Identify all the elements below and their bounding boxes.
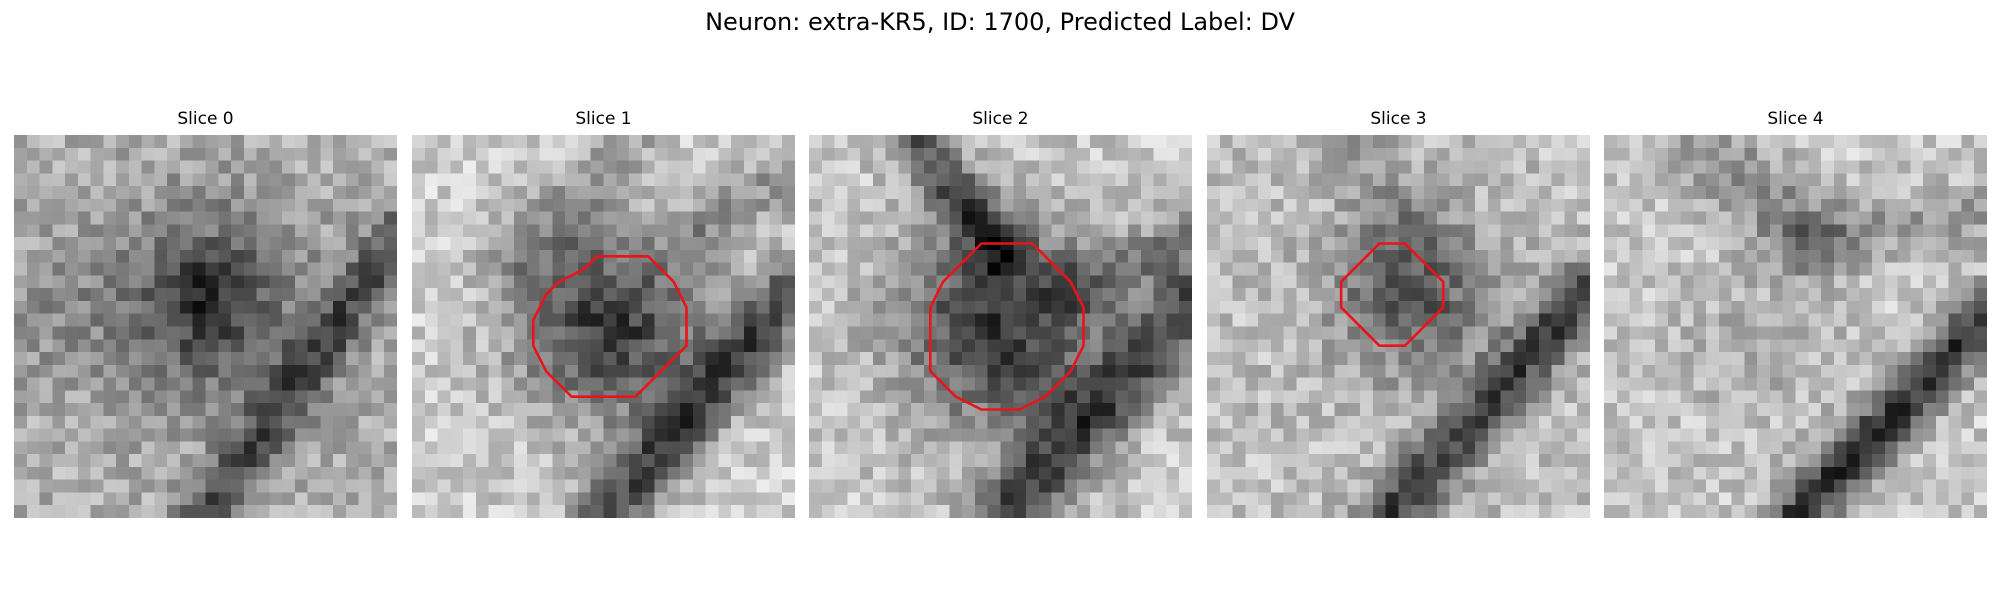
slice-image-4	[1604, 135, 1987, 518]
cell-contour-2	[929, 242, 1085, 411]
slice-image-1	[412, 135, 795, 518]
slice-title-4: Slice 4	[1767, 109, 1824, 129]
slice-panel-2: Slice 2	[809, 107, 1192, 527]
figure-title: Neuron: extra-KR5, ID: 1700, Predicted L…	[705, 8, 1295, 36]
slice-panel-1: Slice 1	[412, 107, 795, 527]
slice-title-1: Slice 1	[575, 109, 632, 129]
cell-contour-3	[1339, 242, 1445, 347]
slice-title-2: Slice 2	[972, 109, 1029, 129]
slice-panel-0: Slice 0	[14, 107, 397, 527]
slice-title-3: Slice 3	[1370, 109, 1427, 129]
slice-image-3	[1207, 135, 1590, 518]
cell-contour-1	[532, 255, 688, 399]
slice-panel-4: Slice 4	[1604, 107, 1987, 527]
slice-panel-3: Slice 3	[1207, 107, 1590, 527]
slice-image-0	[14, 135, 397, 518]
slice-image-2	[809, 135, 1192, 518]
slice-title-0: Slice 0	[177, 109, 234, 129]
